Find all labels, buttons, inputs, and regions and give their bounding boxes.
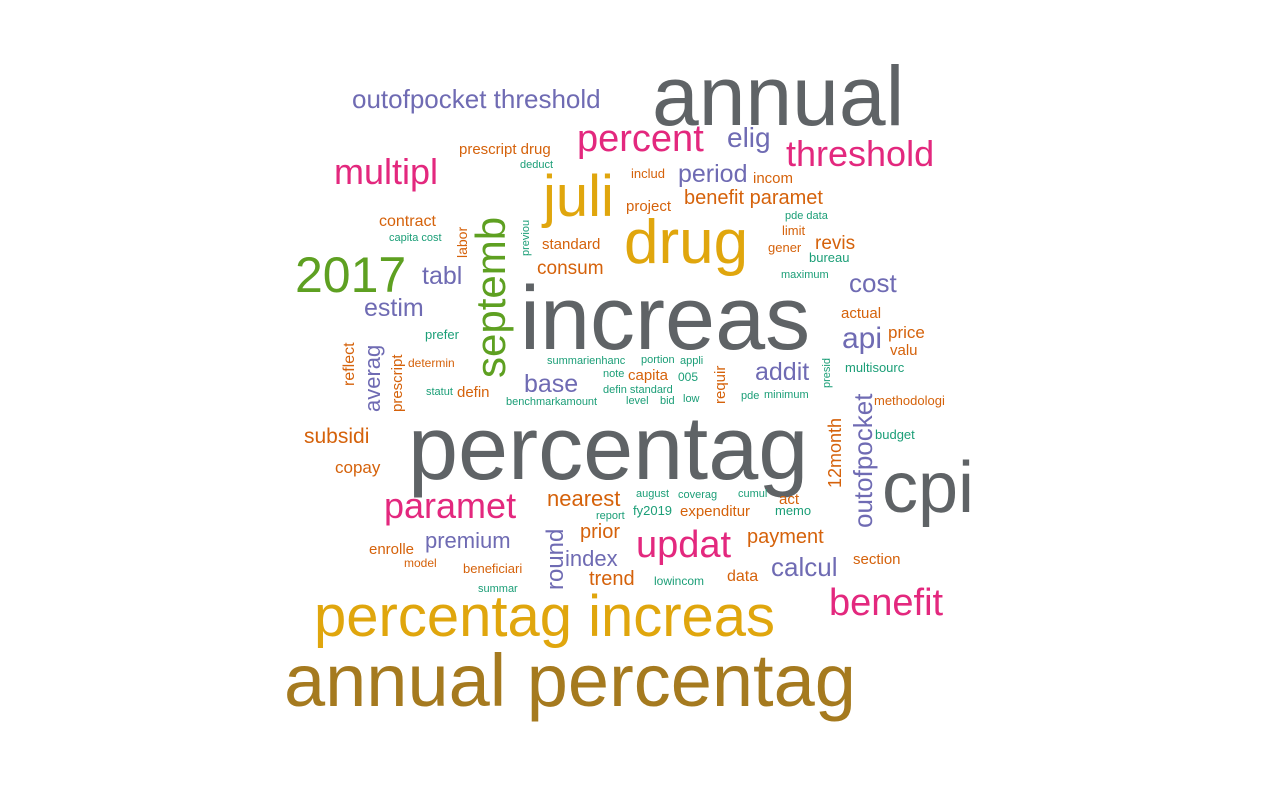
word-reflect: reflect bbox=[341, 342, 358, 386]
word-juli: juli bbox=[543, 164, 614, 229]
word-nearest: nearest bbox=[547, 486, 621, 511]
word-pde: pde bbox=[741, 390, 760, 402]
word-maximum: maximum bbox=[781, 269, 829, 281]
word-updat: updat bbox=[636, 524, 732, 566]
word-prefer: prefer bbox=[425, 327, 459, 342]
word-minimum: minimum bbox=[764, 389, 809, 401]
word-model: model bbox=[404, 556, 437, 570]
word-calcul: calcul bbox=[771, 552, 838, 582]
word-labor: labor bbox=[454, 226, 470, 258]
word-pde-data: pde data bbox=[785, 210, 828, 222]
word-section: section bbox=[853, 551, 901, 568]
word-presid: presid bbox=[821, 358, 833, 388]
word-copay: copay bbox=[335, 458, 381, 477]
word-paramet: paramet bbox=[384, 485, 517, 526]
word-percentag-increas: percentag increas bbox=[314, 584, 776, 649]
word-outofpocket-threshold: outofpocket threshold bbox=[352, 84, 601, 114]
word-base: base bbox=[524, 370, 579, 398]
word-threshold: threshold bbox=[786, 133, 935, 174]
word-subsidi: subsidi bbox=[304, 425, 370, 448]
word-incom: incom bbox=[753, 170, 794, 187]
word-cumul: cumul bbox=[738, 488, 768, 500]
word-standard: standard bbox=[542, 236, 601, 253]
word-gener: gener bbox=[768, 240, 802, 255]
word-prescript: prescript bbox=[389, 354, 406, 412]
word-api: api bbox=[842, 322, 883, 355]
word-index: index bbox=[565, 546, 618, 571]
word-deduct: deduct bbox=[520, 159, 554, 171]
word-appli: appli bbox=[680, 355, 704, 367]
word-12month: 12month bbox=[825, 417, 845, 488]
word-lowincom: lowincom bbox=[654, 574, 705, 588]
word-includ: includ bbox=[631, 166, 665, 181]
word-beneficiari: beneficiari bbox=[463, 561, 523, 576]
word-estim: estim bbox=[364, 294, 424, 322]
word-act: act bbox=[779, 491, 800, 508]
word-defin-standard: defin standard bbox=[603, 384, 673, 396]
word-payment: payment bbox=[747, 526, 824, 548]
word-low: low bbox=[683, 393, 700, 405]
word-price: price bbox=[888, 323, 925, 342]
word-budget: budget bbox=[875, 427, 915, 442]
word-cpi: cpi bbox=[882, 448, 975, 528]
word-august: august bbox=[636, 488, 670, 500]
word-septemb: septemb bbox=[467, 216, 514, 378]
word-coverag: coverag bbox=[678, 489, 718, 501]
word-multisourc: multisourc bbox=[845, 360, 905, 375]
word-actual: actual bbox=[841, 305, 882, 322]
word-memo: memo bbox=[775, 503, 812, 518]
word-enrolle: enrolle bbox=[369, 541, 415, 558]
word-methodologi: methodologi bbox=[874, 393, 945, 408]
word-addit: addit bbox=[755, 358, 810, 386]
word-note: note bbox=[603, 368, 625, 380]
word-valu: valu bbox=[890, 342, 918, 359]
word-data: data bbox=[727, 568, 759, 585]
word-bid: bid bbox=[660, 395, 675, 407]
word-annual: annual bbox=[652, 49, 905, 143]
word-previou: previou bbox=[520, 219, 532, 256]
word-contract: contract bbox=[379, 213, 436, 230]
word-report: report bbox=[596, 510, 625, 522]
word-drug: drug bbox=[624, 208, 749, 277]
word-project: project bbox=[626, 198, 672, 215]
word-determin: determin bbox=[408, 356, 455, 370]
word-005: 005 bbox=[678, 370, 699, 384]
word-benchmarkamount: benchmarkamount bbox=[506, 396, 598, 408]
word-summarienhanc: summarienhanc bbox=[547, 355, 626, 367]
word-period: period bbox=[678, 160, 748, 188]
word-limit: limit bbox=[782, 223, 806, 238]
word-capita: capita bbox=[628, 367, 669, 384]
word-annual-percentag: annual percentag bbox=[284, 639, 856, 722]
word-requir: requir bbox=[712, 365, 729, 404]
word-percentag: percentag bbox=[408, 399, 809, 499]
word-defin: defin bbox=[457, 384, 490, 401]
word-elig: elig bbox=[727, 122, 771, 153]
word-prior: prior bbox=[580, 521, 621, 543]
word-trend: trend bbox=[589, 568, 635, 590]
word-premium: premium bbox=[425, 528, 511, 553]
word-averag: averag bbox=[360, 344, 385, 412]
word-percent: percent bbox=[577, 118, 704, 160]
word-revis: revis bbox=[815, 233, 856, 254]
word-bureau: bureau bbox=[809, 250, 850, 265]
word-prescript-drug: prescript drug bbox=[459, 141, 551, 158]
word-level: level bbox=[626, 395, 649, 407]
word-benefit: benefit bbox=[829, 582, 944, 624]
word-increas: increas bbox=[520, 269, 811, 369]
word-cost: cost bbox=[849, 268, 897, 298]
word-capita-cost: capita cost bbox=[389, 232, 442, 244]
word-benefit-paramet: benefit paramet bbox=[684, 187, 823, 209]
word-tabl: tabl bbox=[422, 262, 463, 290]
word-consum: consum bbox=[537, 258, 604, 279]
word-summar: summar bbox=[478, 583, 518, 595]
word-statut: statut bbox=[426, 386, 453, 398]
word-multipl: multipl bbox=[334, 151, 439, 192]
word-expenditur: expenditur bbox=[680, 503, 751, 520]
word-portion: portion bbox=[641, 354, 675, 366]
word-2017: 2017 bbox=[295, 247, 407, 303]
word-outofpocket: outofpocket bbox=[848, 393, 878, 528]
word-fy2019: fy2019 bbox=[633, 503, 673, 518]
